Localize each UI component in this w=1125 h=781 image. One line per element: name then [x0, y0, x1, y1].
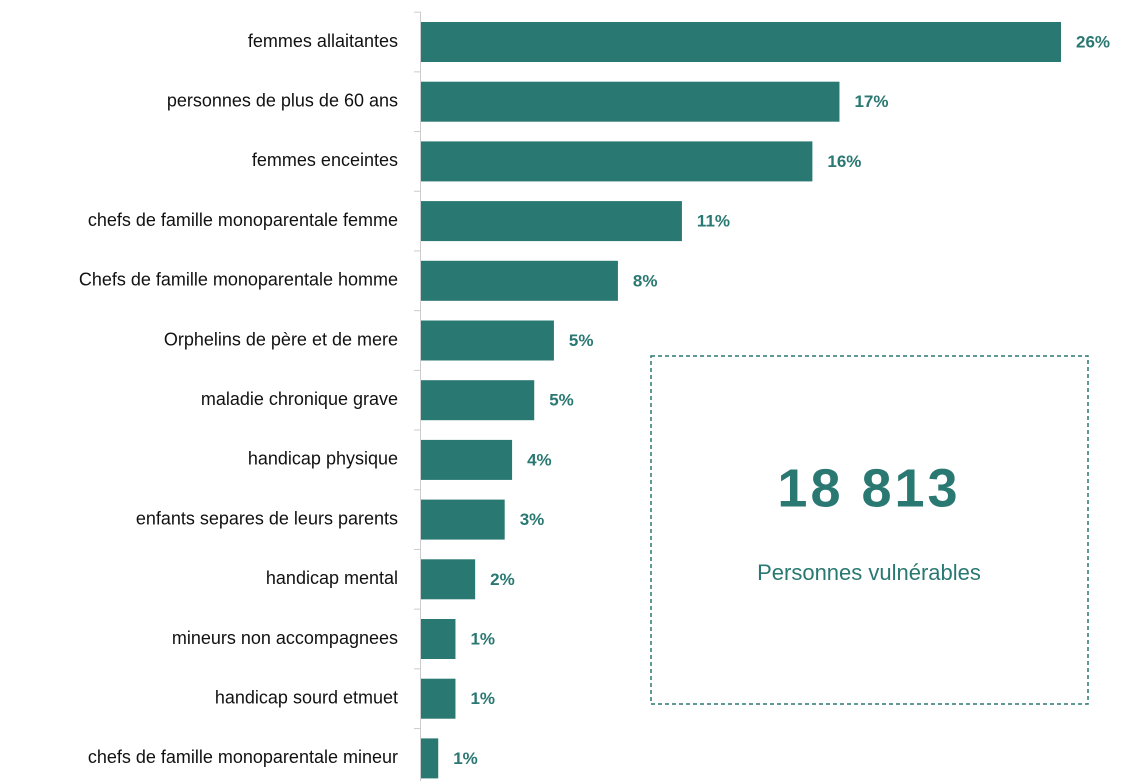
bar — [421, 559, 476, 600]
bar — [421, 22, 1061, 62]
category-label: Orphelins de père et de mere — [164, 329, 398, 349]
category-label: femmes enceintes — [252, 150, 398, 170]
category-label: handicap physique — [248, 449, 398, 469]
bar — [421, 81, 840, 122]
value-label: 2% — [490, 570, 515, 589]
value-label: 11% — [697, 212, 730, 231]
bar — [421, 260, 618, 301]
annotation-label: Personnes vulnérables — [757, 560, 981, 585]
value-label: 4% — [527, 450, 552, 469]
category-label: handicap mental — [266, 568, 398, 588]
value-label: 16% — [827, 152, 861, 171]
bar — [421, 499, 505, 540]
bar — [421, 619, 456, 659]
bar — [421, 320, 554, 361]
category-label: enfants separes de leurs parents — [136, 508, 398, 528]
category-label: personnes de plus de 60 ans — [167, 90, 398, 110]
value-label: 1% — [470, 629, 495, 648]
annotation-value: 18 813 — [777, 458, 960, 518]
value-label: 8% — [633, 271, 658, 290]
value-label: 5% — [549, 391, 574, 410]
value-label: 3% — [520, 510, 545, 529]
annotation-box — [650, 355, 1089, 705]
category-label: mineurs non accompagnees — [172, 628, 398, 648]
category-label: maladie chronique grave — [201, 389, 398, 409]
category-label: femmes allaitantes — [248, 31, 398, 51]
value-label: 17% — [854, 92, 888, 111]
value-label: 26% — [1076, 32, 1110, 51]
bar — [421, 380, 535, 421]
bar — [421, 141, 813, 182]
category-label: chefs de famille monoparentale femme — [88, 210, 398, 230]
value-label: 1% — [470, 689, 495, 708]
bar — [421, 201, 682, 242]
category-label: handicap sourd etmuet — [215, 687, 398, 707]
value-label: 5% — [569, 331, 594, 350]
category-label: chefs de famille monoparentale mineur — [88, 747, 398, 767]
value-label: 1% — [453, 749, 478, 768]
bar — [421, 678, 456, 719]
bar — [421, 738, 439, 779]
category-label: Chefs de famille monoparentale homme — [79, 270, 398, 290]
bar — [421, 439, 513, 480]
